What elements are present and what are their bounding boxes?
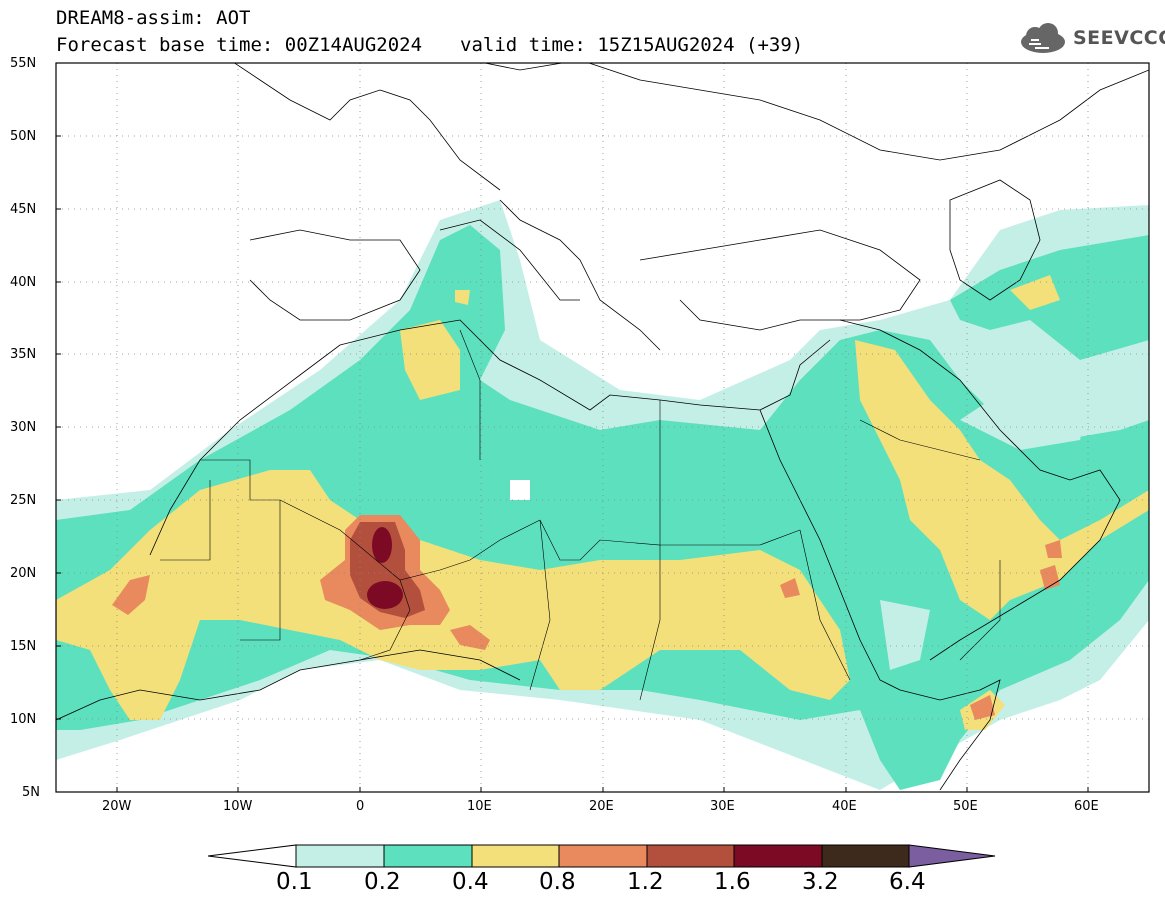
colorbar-label: 0.2 (364, 869, 401, 895)
lon-label: 60E (1074, 799, 1099, 814)
colorbar-bin-1 (295, 844, 385, 868)
lat-label: 10N (10, 712, 37, 727)
axis-ticks (56, 135, 1089, 792)
lat-label: 35N (10, 347, 37, 362)
colorbar-arrow-low (207, 844, 297, 868)
lon-label: 10E (467, 799, 492, 814)
seevccc-logo: SEEVCCC (1017, 22, 1165, 56)
colorbar-bin-7 (821, 844, 910, 868)
lon-label: 0 (356, 799, 365, 814)
lon-label: 10W (223, 799, 253, 814)
colorbar-label: 0.8 (539, 869, 576, 895)
cloud-icon (1021, 23, 1065, 53)
lon-label: 30E (710, 799, 735, 814)
lat-label: 55N (10, 56, 37, 71)
lat-label: 5N (22, 785, 40, 800)
colorbar-label: 6.4 (889, 869, 926, 895)
colorbar-label: 3.2 (802, 869, 839, 895)
aot-field (56, 200, 1149, 790)
colorbar-label: 1.2 (627, 869, 664, 895)
coastlines (56, 63, 1149, 791)
logo-text: SEEVCCC (1073, 27, 1165, 49)
lat-label: 40N (10, 275, 37, 290)
colorbar-bin-2 (383, 844, 473, 868)
lon-label: 40E (832, 799, 857, 814)
colorbar-label: 1.6 (714, 869, 751, 895)
colorbar-bin-4 (558, 844, 648, 868)
lat-label: 15N (10, 639, 37, 654)
lon-label: 20W (102, 799, 132, 814)
colorbar-bin-3 (471, 844, 560, 868)
colorbar-label: 0.1 (276, 869, 313, 895)
graticule (56, 63, 1149, 792)
colorbar-bin-6 (733, 844, 823, 868)
aot-level-1.6 (367, 527, 403, 609)
valid-time: valid time: 15Z15AUG2024 (+39) (460, 34, 804, 56)
colorbar-label: 0.4 (452, 869, 489, 895)
lat-label: 20N (10, 566, 37, 581)
lat-label: 50N (10, 129, 37, 144)
chart-subtitle: Forecast base time: 00Z14AUG2024 valid ti… (56, 34, 803, 56)
colorbar-bin-5 (646, 844, 735, 868)
lon-label: 50E (953, 799, 978, 814)
base-time: Forecast base time: 00Z14AUG2024 (56, 34, 423, 56)
lon-label: 20E (589, 799, 614, 814)
lat-label: 30N (10, 420, 37, 435)
colorbar (207, 844, 996, 868)
lat-label: 45N (10, 202, 37, 217)
chart-title: DREAM8-assim: AOT (56, 7, 251, 29)
colorbar-arrow-high (908, 844, 996, 868)
aot-level-0.4 (56, 275, 1149, 730)
lat-label: 25N (10, 493, 37, 508)
country-borders (160, 329, 1001, 701)
